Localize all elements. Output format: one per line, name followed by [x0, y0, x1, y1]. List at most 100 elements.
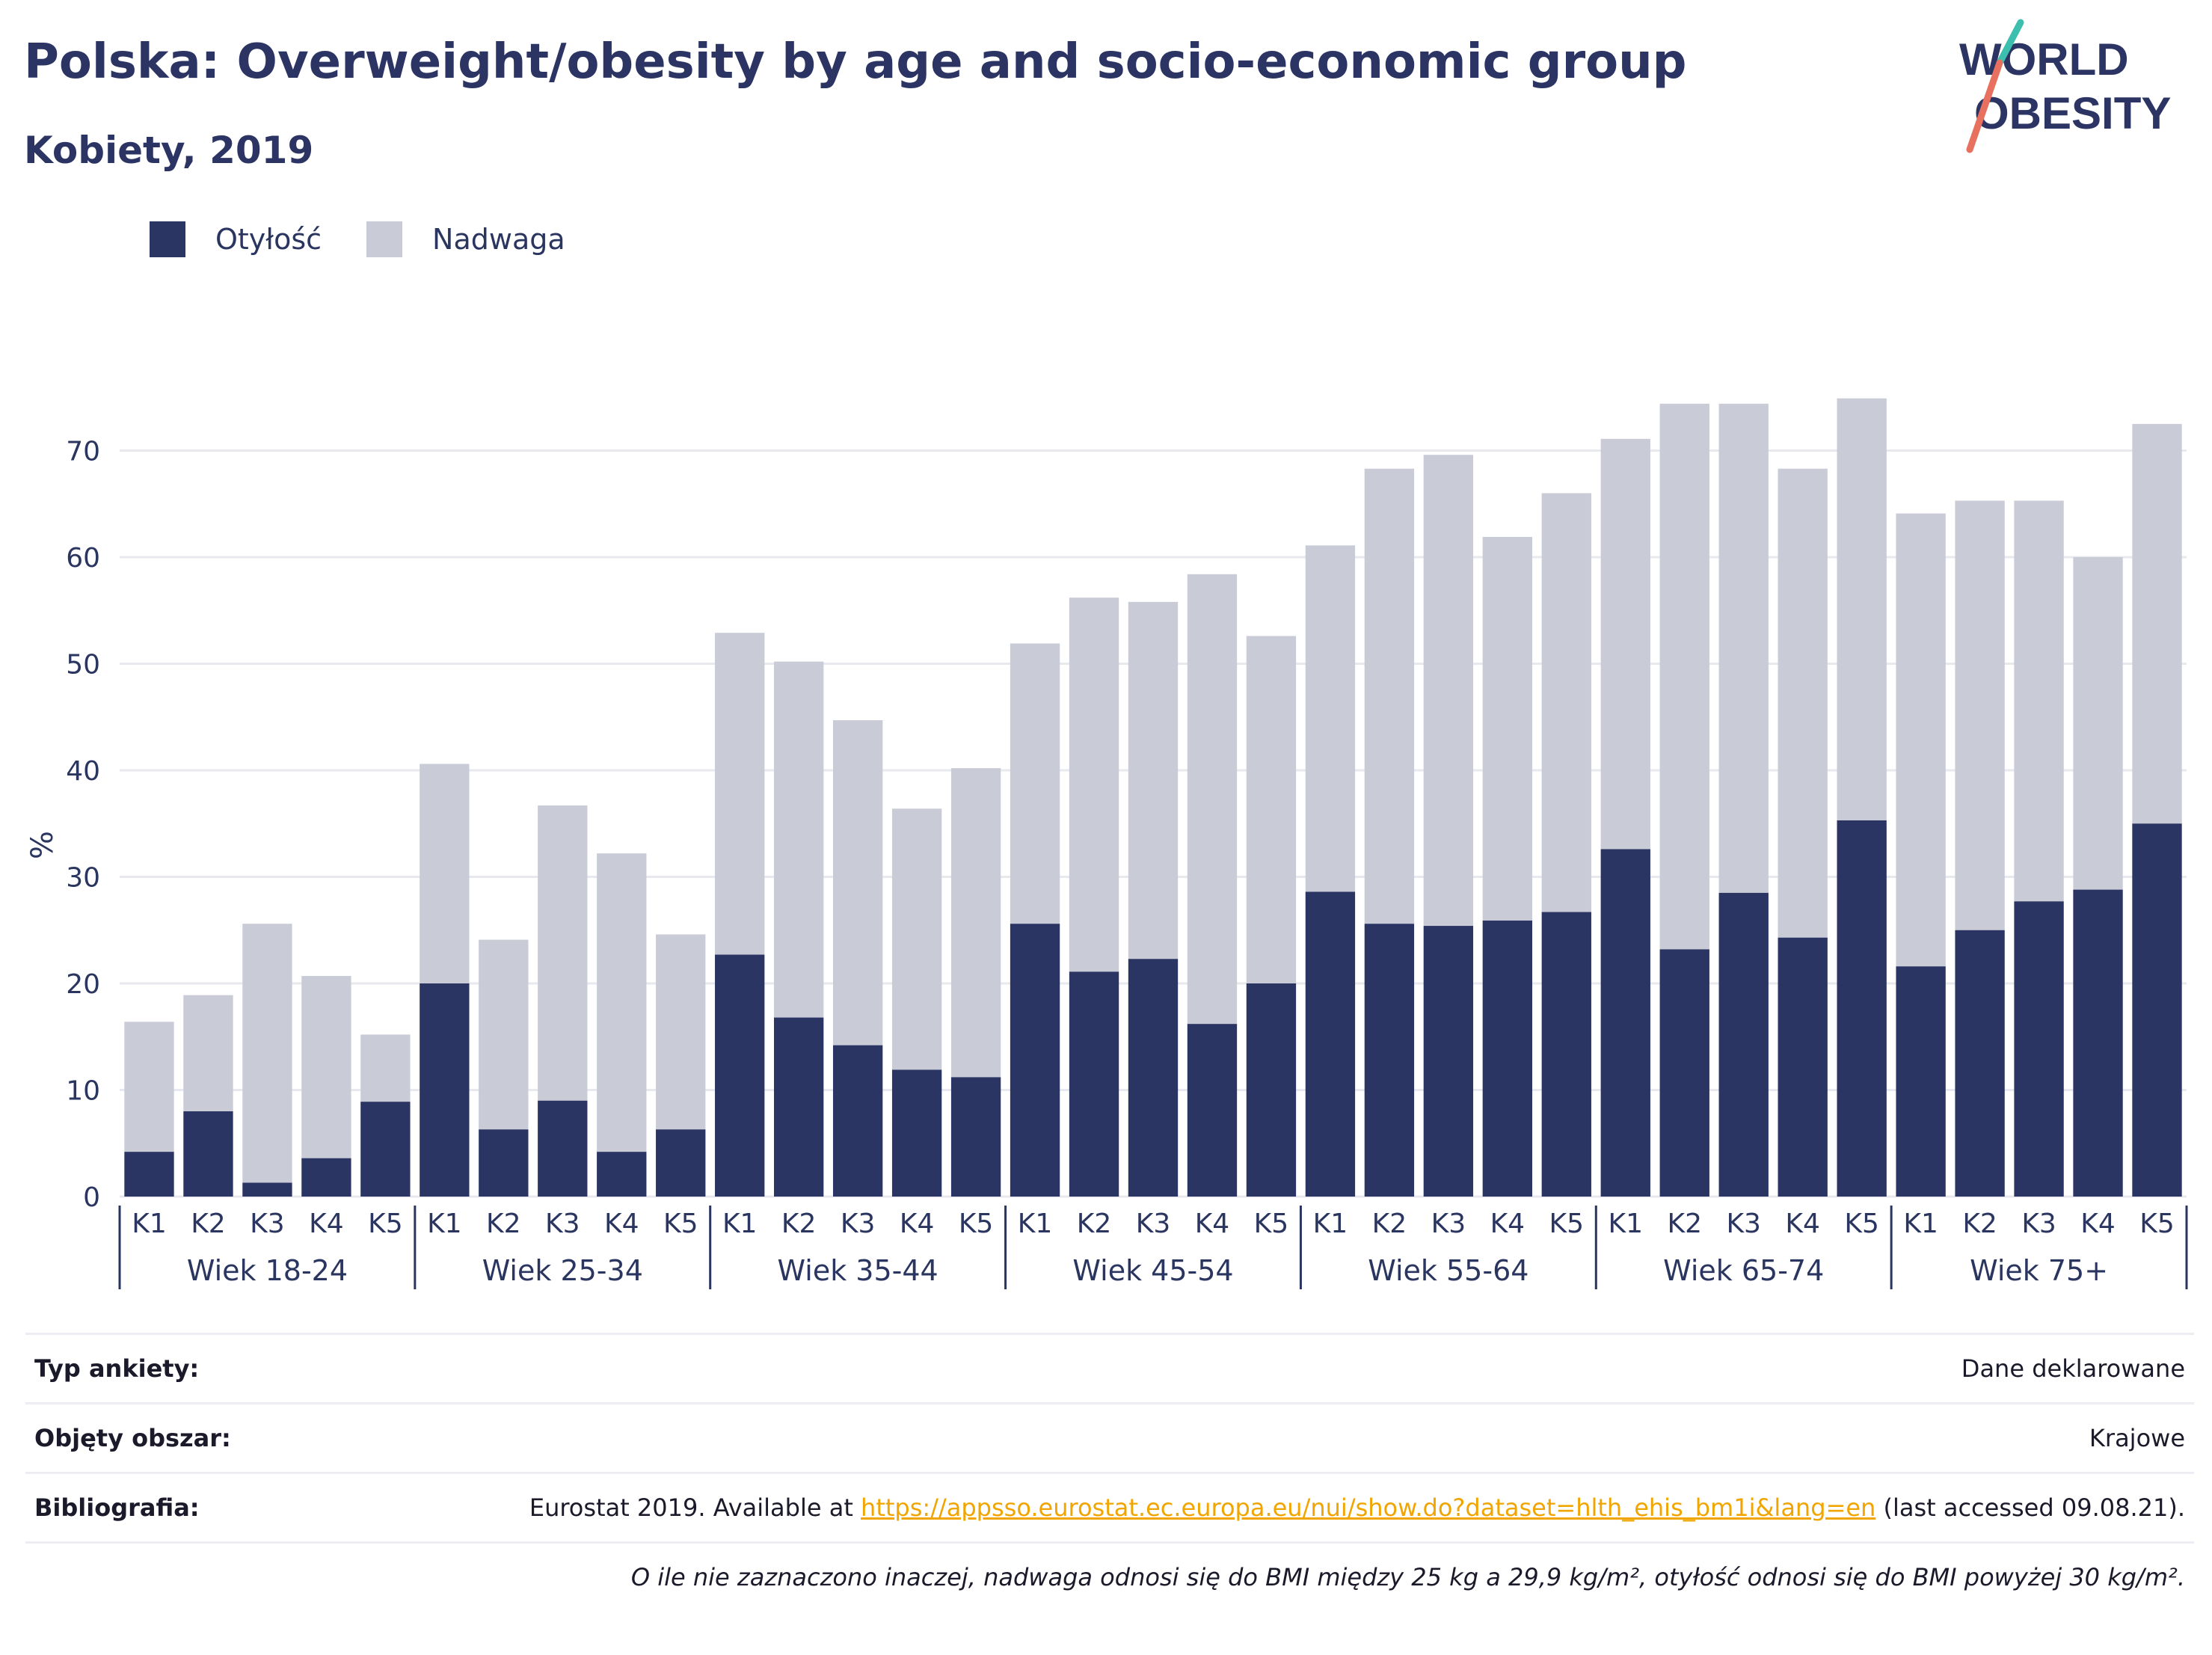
info-table: Typ ankiety: Dane deklarowane Objęty obs… [25, 1333, 2194, 1611]
y-tick-label: 20 [66, 969, 100, 1000]
bibliography-suffix: (last accessed 09.08.21). [1875, 1493, 2185, 1522]
bar-obesity [1955, 930, 2005, 1197]
x-tick-label: K1 [1903, 1209, 1938, 1239]
bar-obesity [1541, 912, 1591, 1197]
bibliography-prefix: Eurostat 2019. Available at [529, 1493, 861, 1522]
bar-overweight [1778, 468, 1828, 938]
legend-item-overweight: Nadwaga [366, 221, 565, 257]
bar-obesity [538, 1100, 588, 1197]
group-label: Wiek 25-34 [482, 1254, 643, 1287]
info-label: Objęty obszar: [34, 1424, 231, 1452]
info-row-area: Objęty obszar: Krajowe [25, 1402, 2194, 1472]
x-tick-label: K1 [132, 1209, 167, 1239]
bar-overweight [1305, 545, 1356, 892]
y-tick-label: 10 [66, 1076, 100, 1107]
bar-obesity [1364, 924, 1415, 1197]
bar-overweight [950, 768, 1001, 1078]
bar-obesity [1423, 926, 1474, 1197]
group-label: Wiek 65-74 [1663, 1254, 1824, 1287]
world-obesity-logo: WORLD OBESITY [1959, 19, 2171, 153]
bar-obesity [124, 1152, 174, 1197]
bar-obesity [1837, 820, 1887, 1197]
x-tick-label: K2 [486, 1209, 521, 1239]
y-axis-label: % [25, 831, 60, 859]
bar-obesity [891, 1069, 942, 1197]
bar-overweight [774, 661, 824, 1018]
bar-obesity [1069, 971, 1119, 1197]
bar-overweight [301, 976, 351, 1158]
bar-obesity [479, 1129, 529, 1197]
bar-overweight [2014, 500, 2064, 902]
group-label: Wiek 75+ [1970, 1254, 2108, 1287]
bar-overweight [1423, 455, 1474, 927]
group-label: Wiek 45-54 [1072, 1254, 1233, 1287]
bar-overweight [479, 939, 529, 1130]
x-tick-label: K3 [1136, 1209, 1171, 1239]
bar-obesity [242, 1182, 292, 1197]
bar-obesity [950, 1077, 1001, 1197]
bar-overweight [656, 934, 706, 1130]
info-value: Dane deklarowane [1961, 1354, 2185, 1383]
legend-label-obesity: Otyłość [215, 223, 322, 256]
y-tick-label: 30 [66, 863, 100, 894]
bar-obesity [1305, 891, 1356, 1197]
bar-overweight [1896, 513, 1946, 967]
bar-overweight [1718, 403, 1769, 893]
x-tick-label: K5 [1254, 1209, 1289, 1239]
bar-obesity [2073, 889, 2123, 1197]
x-tick-label: K2 [191, 1209, 226, 1239]
x-tick-label: K4 [2080, 1209, 2116, 1239]
x-tick-label: K5 [368, 1209, 403, 1239]
bar-obesity [1718, 892, 1769, 1197]
legend-swatch-overweight [366, 221, 403, 257]
bar-overweight [360, 1034, 411, 1102]
y-tick-label: 50 [66, 650, 100, 681]
bar-obesity [597, 1152, 647, 1197]
bar-obesity [1246, 983, 1297, 1197]
page-title: Polska: Overweight/obesity by age and so… [24, 34, 1687, 90]
group-label: Wiek 55-64 [1368, 1254, 1529, 1287]
group-label: Wiek 18-24 [187, 1254, 348, 1287]
info-row-note: O ile nie zaznaczono inaczej, nadwaga od… [25, 1541, 2194, 1611]
x-tick-label: K2 [1077, 1209, 1112, 1239]
bar-obesity [774, 1017, 824, 1197]
x-tick-label: K2 [1667, 1209, 1702, 1239]
bar-overweight [2132, 423, 2182, 824]
bar-overweight [597, 853, 647, 1152]
bar-obesity [1659, 949, 1709, 1197]
bar-overweight [1128, 601, 1179, 959]
bar-overweight [1187, 574, 1238, 1025]
info-label: Typ ankiety: [34, 1354, 200, 1383]
x-tick-label: K2 [1962, 1209, 1997, 1239]
bibliography-link[interactable]: https://appsso.eurostat.ec.europa.eu/nui… [861, 1493, 1876, 1522]
bar-overweight [183, 995, 233, 1111]
bar-overweight [124, 1022, 174, 1152]
y-tick-label: 0 [83, 1182, 100, 1213]
logo-teal-stroke [1996, 19, 2024, 67]
x-tick-label: K4 [1195, 1209, 1230, 1239]
x-tick-label: K3 [545, 1209, 580, 1239]
bar-overweight [1600, 438, 1650, 850]
bar-overweight [832, 720, 883, 1045]
x-tick-label: K3 [1726, 1209, 1761, 1239]
bar-overweight [1010, 643, 1060, 924]
info-label: Bibliografia: [34, 1493, 200, 1522]
bar-obesity [1482, 920, 1532, 1197]
bar-obesity [183, 1111, 233, 1197]
x-tick-label: K4 [900, 1209, 935, 1239]
bar-overweight [242, 924, 292, 1183]
logo-line2: OBESITY [1974, 88, 2171, 138]
chart-legend: Otyłość Nadwaga [150, 221, 610, 257]
stacked-bar-chart: 0 10 20 30 40 50 60 70% K1 K2 K3 K4 K5 K1 K2 K3 K4 K5 K1 K2… [25, 398, 2188, 1289]
x-tick-label: K1 [1313, 1209, 1348, 1239]
bar-overweight [1069, 598, 1119, 972]
bar-overweight [1659, 403, 1709, 950]
info-value: Krajowe [2089, 1424, 2185, 1452]
bar-obesity [301, 1158, 351, 1197]
x-tick-label: K5 [1549, 1209, 1585, 1239]
group-label: Wiek 35-44 [778, 1254, 938, 1287]
bar-obesity [656, 1129, 706, 1197]
bar-obesity [2014, 901, 2064, 1197]
x-tick-label: K5 [663, 1209, 698, 1239]
bar-obesity [1896, 966, 1946, 1197]
